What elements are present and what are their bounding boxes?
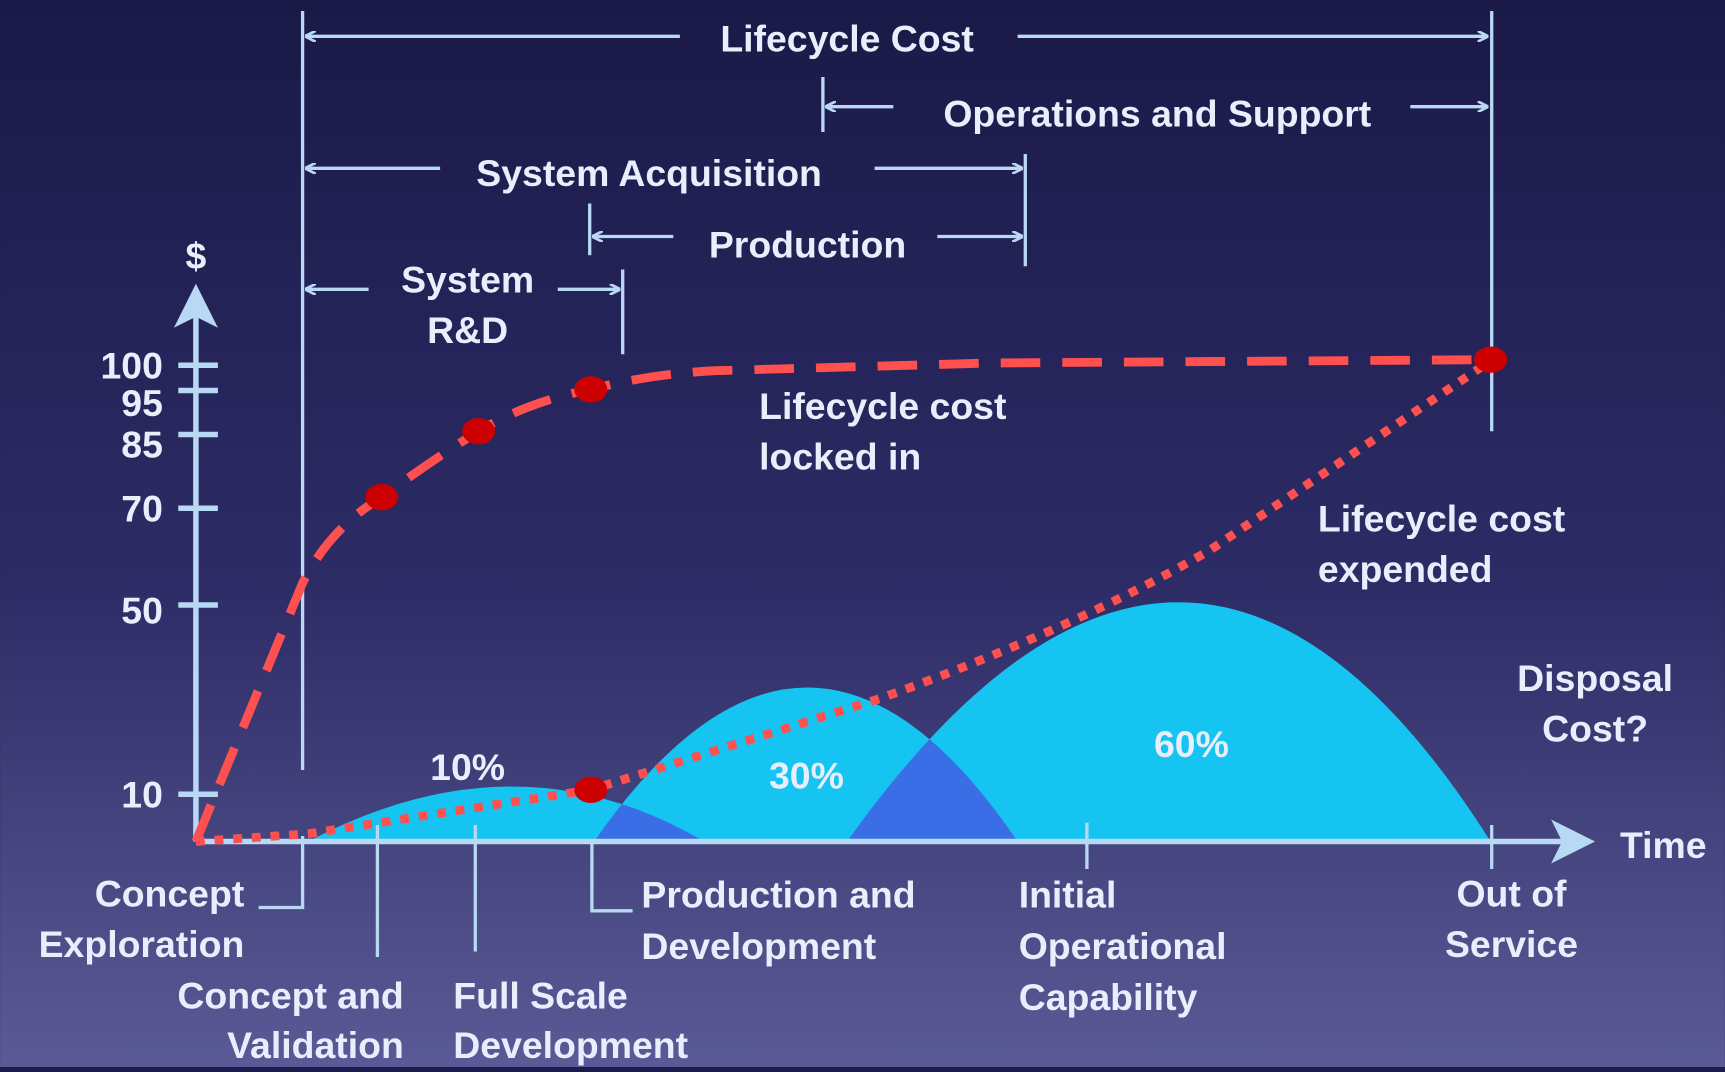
y-tick-label: 85 xyxy=(121,424,163,466)
curve-label: expended xyxy=(1318,548,1493,590)
milestone-label: Production and xyxy=(641,874,915,916)
y-tick-label: 100 xyxy=(101,344,163,386)
milestone-label: Out of xyxy=(1456,872,1567,914)
milestone-label: Service xyxy=(1445,923,1578,965)
span-label: Production xyxy=(709,223,906,265)
milestone-label: Development xyxy=(641,925,876,967)
milestone-label: Concept xyxy=(95,872,245,914)
x-axis-label: Time xyxy=(1620,824,1707,866)
span-label: Operations and Support xyxy=(943,92,1371,134)
lifecycle-diagram: $ Time 100 95 85 70 50 10 Lifecycle Cost… xyxy=(0,0,1725,1067)
phase-share: 10% xyxy=(430,746,505,788)
phase-share: 60% xyxy=(1154,723,1229,765)
span-label: Lifecycle Cost xyxy=(720,18,974,60)
y-tick-label: 50 xyxy=(121,590,163,632)
y-tick-label: 10 xyxy=(121,773,163,815)
disposal-label: Disposal xyxy=(1517,657,1673,699)
curve-label: Lifecycle cost xyxy=(1318,497,1565,539)
curve-label: locked in xyxy=(759,436,921,478)
milestone-label: Operational xyxy=(1019,925,1227,967)
milestone-label: Initial xyxy=(1019,874,1117,916)
milestone-label: Exploration xyxy=(39,923,245,965)
phase-share: 30% xyxy=(769,755,844,797)
milestone-label: Capability xyxy=(1019,976,1198,1018)
y-tick-label: 95 xyxy=(121,382,163,424)
curve-label: Lifecycle cost xyxy=(759,385,1006,427)
y-axis-label: $ xyxy=(186,234,207,276)
span-label: System Acquisition xyxy=(476,152,822,194)
disposal-label: Cost? xyxy=(1542,707,1648,749)
y-tick-label: 70 xyxy=(121,487,163,529)
span-label: R&D xyxy=(427,309,508,351)
milestone-label: Concept and xyxy=(177,975,403,1017)
milestone-label: Development xyxy=(453,1024,688,1066)
span-label: System xyxy=(401,259,534,301)
milestone-label: Validation xyxy=(227,1024,404,1066)
milestone-label: Full Scale xyxy=(453,975,628,1017)
